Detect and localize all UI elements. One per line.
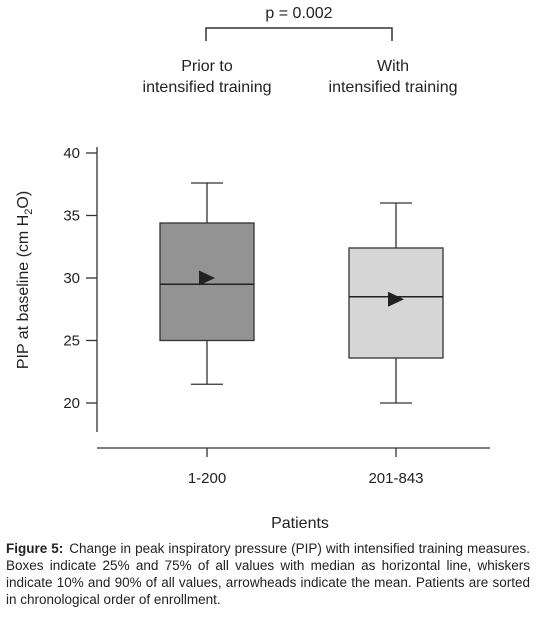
x-tick-label: 1-200: [188, 470, 226, 487]
group-label-prior-line1: Prior to: [181, 58, 233, 75]
y-axis-title-subscript: 2: [23, 209, 35, 215]
figure-caption: Figure 5: Change in peak inspiratory pres…: [6, 540, 530, 608]
y-tick-label: 40: [63, 145, 80, 162]
y-axis-title-main: PIP at baseline (cm H: [15, 215, 32, 369]
boxes: [159, 182, 444, 404]
y-tick-label: 25: [63, 333, 80, 350]
group-label-with-line1: With: [377, 58, 409, 75]
x-tick-label: 201-843: [368, 470, 423, 487]
x-axis-title: Patients: [271, 515, 329, 530]
box-201-843: [348, 202, 444, 404]
x-ticks: 1-200 201-843: [188, 448, 424, 487]
y-tick-label: 35: [63, 208, 80, 225]
significance-label: p = 0.002: [265, 5, 332, 22]
mean-arrowhead: [199, 270, 215, 286]
y-ticks: 20 25 30 35 40: [63, 145, 97, 412]
significance-bracket: [205, 27, 393, 41]
group-label-with-line2: intensified training: [329, 79, 458, 96]
caption-text: Change in peak inspiratory pressure (PIP…: [6, 541, 530, 607]
y-tick-label: 20: [63, 395, 80, 412]
box-1-200: [159, 182, 255, 385]
y-tick-label: 30: [63, 270, 80, 287]
y-axis-title: PIP at baseline (cm H2O): [15, 191, 35, 369]
mean-arrowhead: [388, 291, 404, 307]
y-axis-title-end: O): [15, 191, 32, 209]
box-plot-chart: p = 0.002 Prior to intensified training …: [15, 5, 490, 530]
caption-label: Figure 5:: [6, 541, 64, 556]
group-label-prior-line2: intensified training: [143, 79, 272, 96]
